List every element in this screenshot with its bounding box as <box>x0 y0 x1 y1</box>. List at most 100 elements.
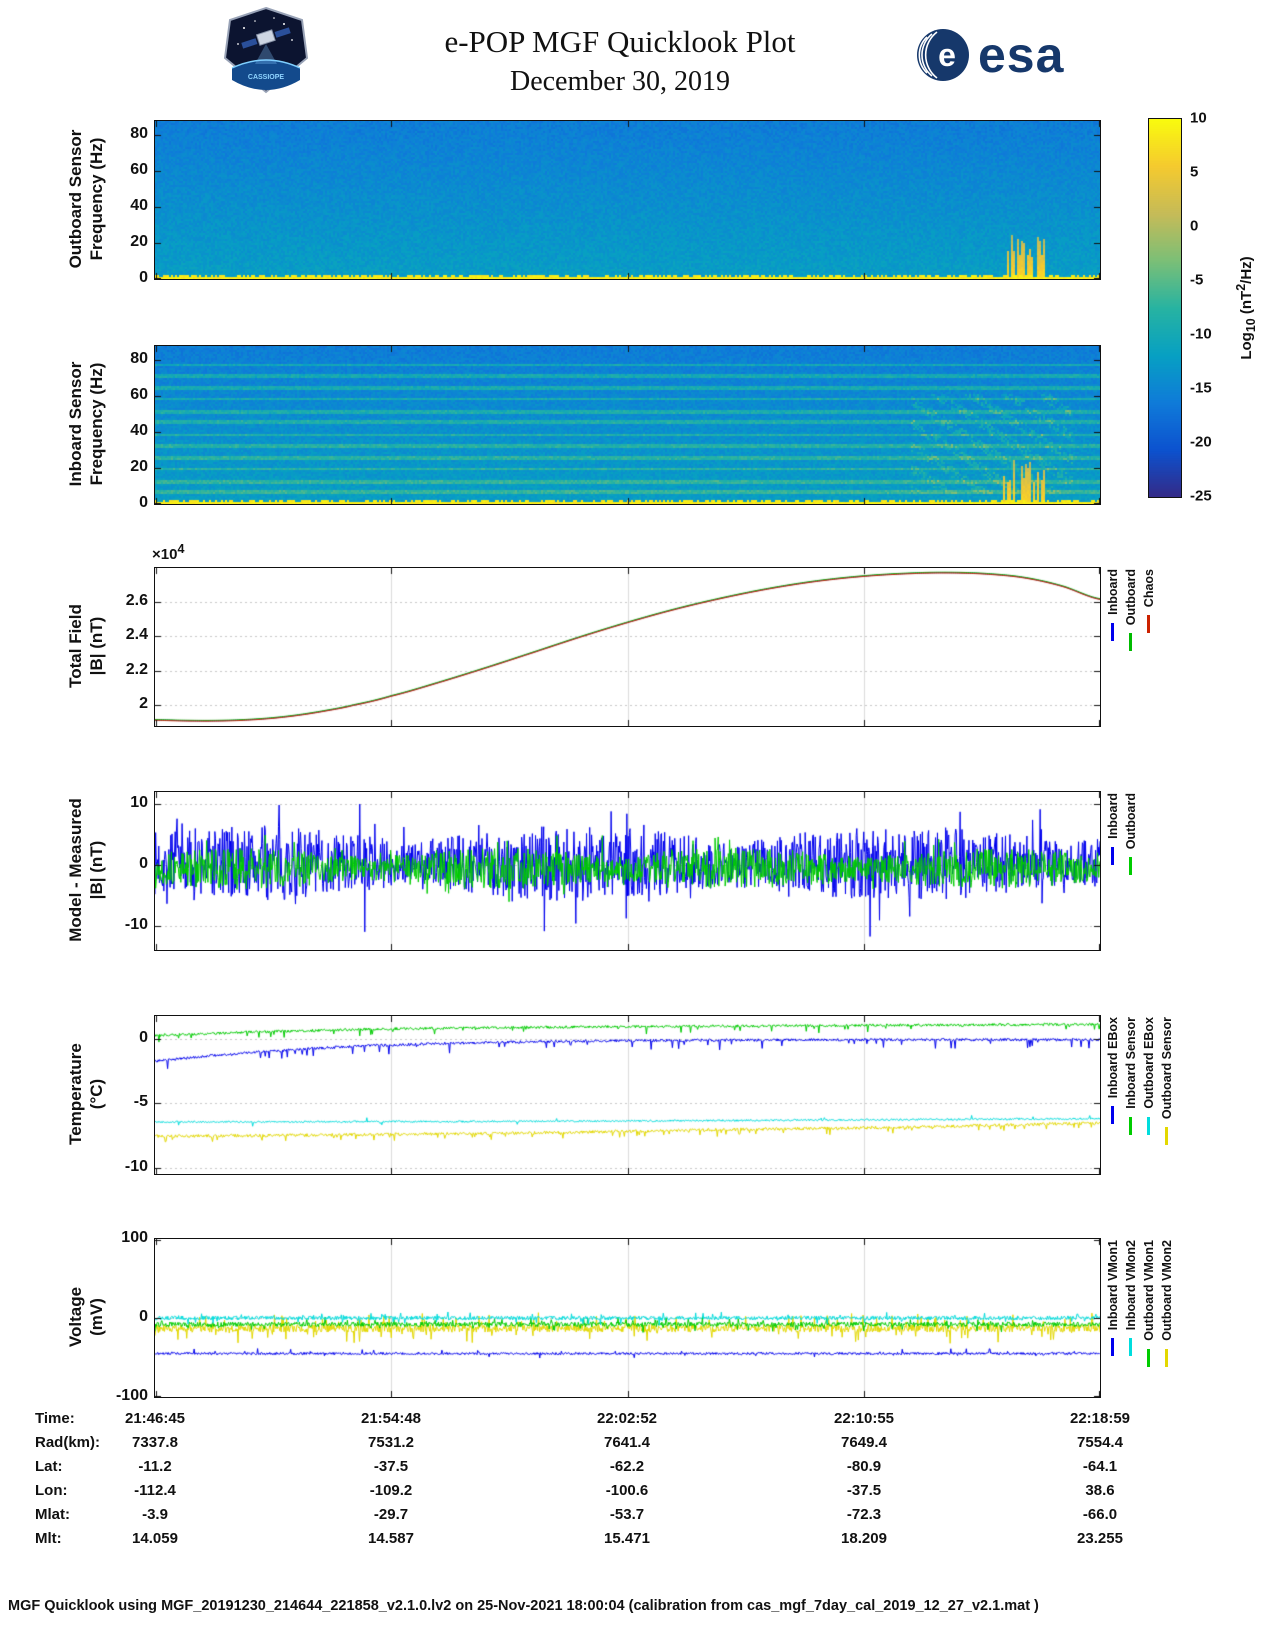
voltage-legend: Inboard VMon1 Inboard VMon2 Outboard VMon1… <box>1105 1240 1174 1367</box>
ephemeris-value: 14.587 <box>368 1530 414 1547</box>
ephemeris-value: 7554.4 <box>1077 1434 1123 1451</box>
legend-color-marker <box>1147 1348 1150 1367</box>
legend-color-marker <box>1129 857 1132 876</box>
legend-color-marker <box>1147 615 1150 634</box>
inboard-spectrogram-panel: Inboard Sensor Frequency (Hz) 0 20 40 60 80 <box>0 345 1275 511</box>
y-tick-label: 2 <box>139 695 148 713</box>
ephemeris-value: -66.0 <box>1082 1506 1118 1523</box>
colorbar-tick-label: -25 <box>1190 487 1212 505</box>
legend-color-marker <box>1147 1116 1150 1135</box>
legend-item: Outboard VMon2 <box>1159 1240 1174 1367</box>
legend-item: Outboard <box>1123 793 1138 876</box>
y-tick-label: 80 <box>130 125 148 143</box>
ephemeris-row-label: Mlat: <box>35 1506 70 1523</box>
legend-item: Inboard EBox <box>1105 1017 1120 1145</box>
ephemeris-table: Time: 21:46:45 21:54:48 22:02:52 22:10:55 22:… <box>0 1410 1275 1554</box>
y-tick-label: -100 <box>115 1387 148 1404</box>
total-field-canvas <box>155 568 1100 726</box>
ephemeris-row-label: Mlt: <box>35 1530 62 1547</box>
legend-label: Outboard EBox <box>1141 1017 1156 1109</box>
legend-color-marker <box>1111 846 1114 865</box>
ephemeris-value: 18.209 <box>841 1530 887 1547</box>
legend-label: Outboard VMon2 <box>1159 1240 1174 1341</box>
colorbar-tick-label: 10 <box>1190 109 1207 127</box>
total-field-legend: Inboard Outboard Chaos <box>1105 569 1156 652</box>
legend-item: Inboard Sensor <box>1123 1017 1138 1145</box>
ephemeris-value: 7337.8 <box>132 1434 178 1451</box>
colorbar-tick-label: -10 <box>1190 325 1212 343</box>
legend-label: Inboard VMon2 <box>1123 1240 1138 1331</box>
axis-scale-label: ×104 <box>152 542 185 563</box>
ephemeris-value: -37.5 <box>373 1458 409 1475</box>
temperature-panel: Temperature (°C) 0 -5 -10 Inboard EBox Inbo… <box>0 1015 1275 1175</box>
ephemeris-value: 22:10:55 <box>833 1410 895 1427</box>
y-tick-label: -10 <box>124 915 148 933</box>
ephemeris-row-label: Time: <box>35 1410 75 1427</box>
ephemeris-value: -62.2 <box>609 1458 645 1475</box>
model-minus-measured-legend: Inboard Outboard <box>1105 793 1138 876</box>
cassiope-mission-patch: CASSIOPE <box>222 6 310 94</box>
colorbar-gradient <box>1148 118 1182 498</box>
inboard-spectrogram-canvas <box>155 346 1100 504</box>
legend-color-marker <box>1111 1106 1114 1125</box>
ephemeris-value: -72.3 <box>846 1506 882 1523</box>
satellite-icon <box>241 27 291 49</box>
plot-area <box>154 791 1101 951</box>
ephemeris-value: 7649.4 <box>841 1434 887 1451</box>
colorbar-unit-label: Log10 (nT2/Hz) <box>1234 256 1258 360</box>
legend-label: Outboard Sensor <box>1159 1017 1174 1120</box>
legend-label: Inboard <box>1105 793 1120 839</box>
ephemeris-value: 14.059 <box>132 1530 178 1547</box>
legend-item: Inboard VMon1 <box>1105 1240 1120 1367</box>
ephemeris-row-label: Rad(km): <box>35 1434 101 1451</box>
ephemeris-row-label: Lat: <box>35 1458 63 1475</box>
voltage-canvas <box>155 1239 1100 1397</box>
ephemeris-value: 22:18:59 <box>1069 1410 1131 1427</box>
esa-wordmark: esa <box>978 27 1065 83</box>
y-tick-label: 0 <box>139 269 148 286</box>
esa-logo: e esa <box>916 28 1064 82</box>
y-tick-label: 40 <box>130 422 148 440</box>
esa-emblem-icon: e <box>917 29 969 81</box>
ephemeris-value: -100.6 <box>605 1482 649 1499</box>
legend-label: Inboard Sensor <box>1123 1017 1138 1109</box>
page-title-block: e-POP MGF Quicklook Plot December 30, 20… <box>330 24 910 98</box>
legend-item: Inboard VMon2 <box>1123 1240 1138 1367</box>
model-minus-measured-canvas <box>155 792 1100 950</box>
ephemeris-value: -109.2 <box>369 1482 413 1499</box>
ephemeris-row: Lon: -112.4 -109.2 -100.6 -37.5 38.6 <box>0 1482 1275 1506</box>
plot-title: e-POP MGF Quicklook Plot <box>444 24 796 59</box>
colorbar-canvas <box>1149 119 1181 497</box>
plot-area <box>154 1015 1101 1175</box>
legend-color-marker <box>1129 633 1132 652</box>
total-field-panel: ×104 Total Field |B| (nT) 2 2.2 2.4 2.6 Inb… <box>0 542 1275 727</box>
y-tick-label: 2.4 <box>125 626 148 644</box>
legend-color-marker <box>1129 1338 1132 1357</box>
legend-color-marker <box>1129 1116 1132 1135</box>
plot-area <box>154 1238 1101 1398</box>
ephemeris-value: -80.9 <box>846 1458 882 1475</box>
legend-color-marker <box>1165 1348 1168 1367</box>
temperature-canvas <box>155 1016 1100 1174</box>
outboard-spectrogram-canvas <box>155 121 1100 279</box>
legend-label: Chaos <box>1141 569 1156 608</box>
legend-item: Inboard <box>1105 569 1120 651</box>
voltage-panel: Voltage (mV) 100 0 -100 Inboard VMon1 Inboa… <box>0 1229 1275 1404</box>
ephemeris-value: 23.255 <box>1077 1530 1123 1547</box>
y-tick-label: 100 <box>121 1229 148 1246</box>
legend-color-marker <box>1111 622 1114 641</box>
ephemeris-value: 15.471 <box>604 1530 650 1547</box>
ephemeris-value: 22:02:52 <box>596 1410 658 1427</box>
ephemeris-value: 21:54:48 <box>360 1410 422 1427</box>
legend-item: Outboard VMon1 <box>1141 1240 1156 1367</box>
y-tick-label: 60 <box>130 161 148 179</box>
legend-item: Outboard <box>1123 569 1138 652</box>
colorbar-tick-label: -5 <box>1190 271 1204 289</box>
y-tick-labels: -10 0 10 <box>0 791 148 949</box>
ephemeris-value: 38.6 <box>1085 1482 1115 1499</box>
legend-label: Inboard <box>1105 569 1120 615</box>
ephemeris-row: Time: 21:46:45 21:54:48 22:02:52 22:10:55 22:… <box>0 1410 1275 1434</box>
patch-label: CASSIOPE <box>248 74 285 81</box>
legend-label: Outboard <box>1123 569 1138 626</box>
